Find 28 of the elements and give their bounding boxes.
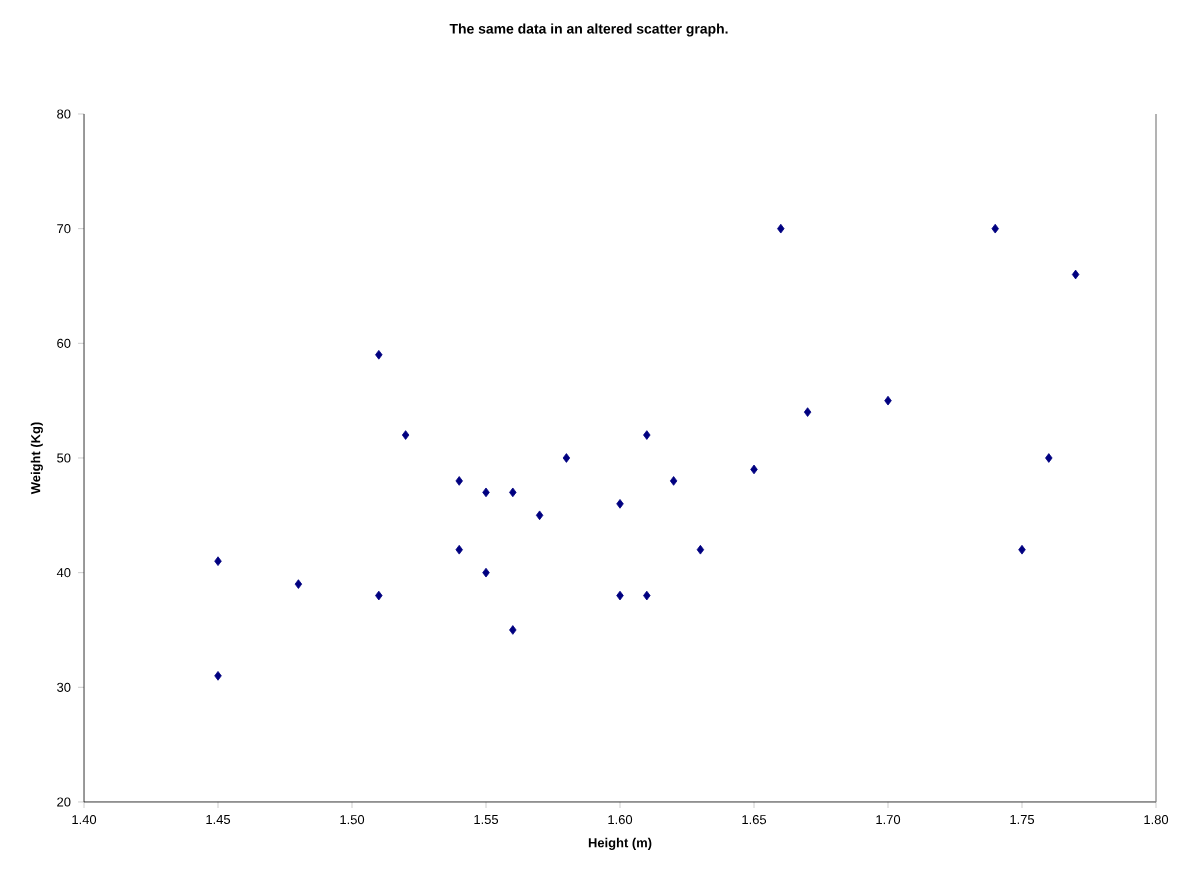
point [1018, 544, 1026, 555]
point [643, 430, 651, 440]
point [455, 476, 463, 486]
point [884, 395, 892, 406]
point [1071, 269, 1080, 280]
point [750, 464, 758, 475]
point [1045, 453, 1053, 463]
point [562, 453, 571, 463]
point [214, 671, 222, 681]
point [509, 625, 517, 635]
point [696, 544, 705, 555]
point [375, 349, 383, 360]
point [616, 590, 624, 601]
point [482, 567, 490, 578]
point [375, 590, 383, 601]
point [669, 476, 678, 486]
point [991, 223, 999, 234]
point [294, 579, 303, 589]
point [643, 590, 651, 601]
point [803, 407, 812, 417]
point [777, 223, 785, 234]
point [401, 430, 410, 440]
point [535, 510, 544, 521]
point [214, 556, 222, 566]
point [482, 487, 490, 498]
point [509, 487, 517, 498]
point [455, 544, 463, 555]
point [616, 499, 624, 509]
